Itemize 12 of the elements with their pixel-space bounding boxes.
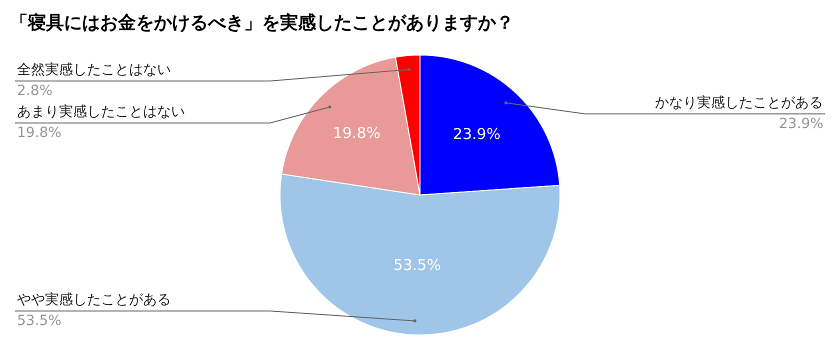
text: 53.5%	[17, 313, 62, 329]
text: 23.9%	[779, 116, 824, 132]
text: 19.8%	[17, 125, 62, 141]
slice-label: かなり実感したことがある	[655, 95, 823, 111]
data-label: 19.8%	[332, 124, 380, 142]
slice-label: 全然実感したことはない	[17, 62, 171, 78]
data-label: 2.8%	[17, 83, 53, 99]
chart-title: 「寝具にはお金をかけるべき」を実感したことがありますか？	[10, 12, 514, 34]
slice-label: やや実感したことがある	[17, 292, 171, 308]
data-label: 53.5%	[393, 256, 441, 274]
slice-label: あまり実感したことはない	[17, 104, 185, 120]
data-label: 23.9%	[452, 125, 501, 144]
